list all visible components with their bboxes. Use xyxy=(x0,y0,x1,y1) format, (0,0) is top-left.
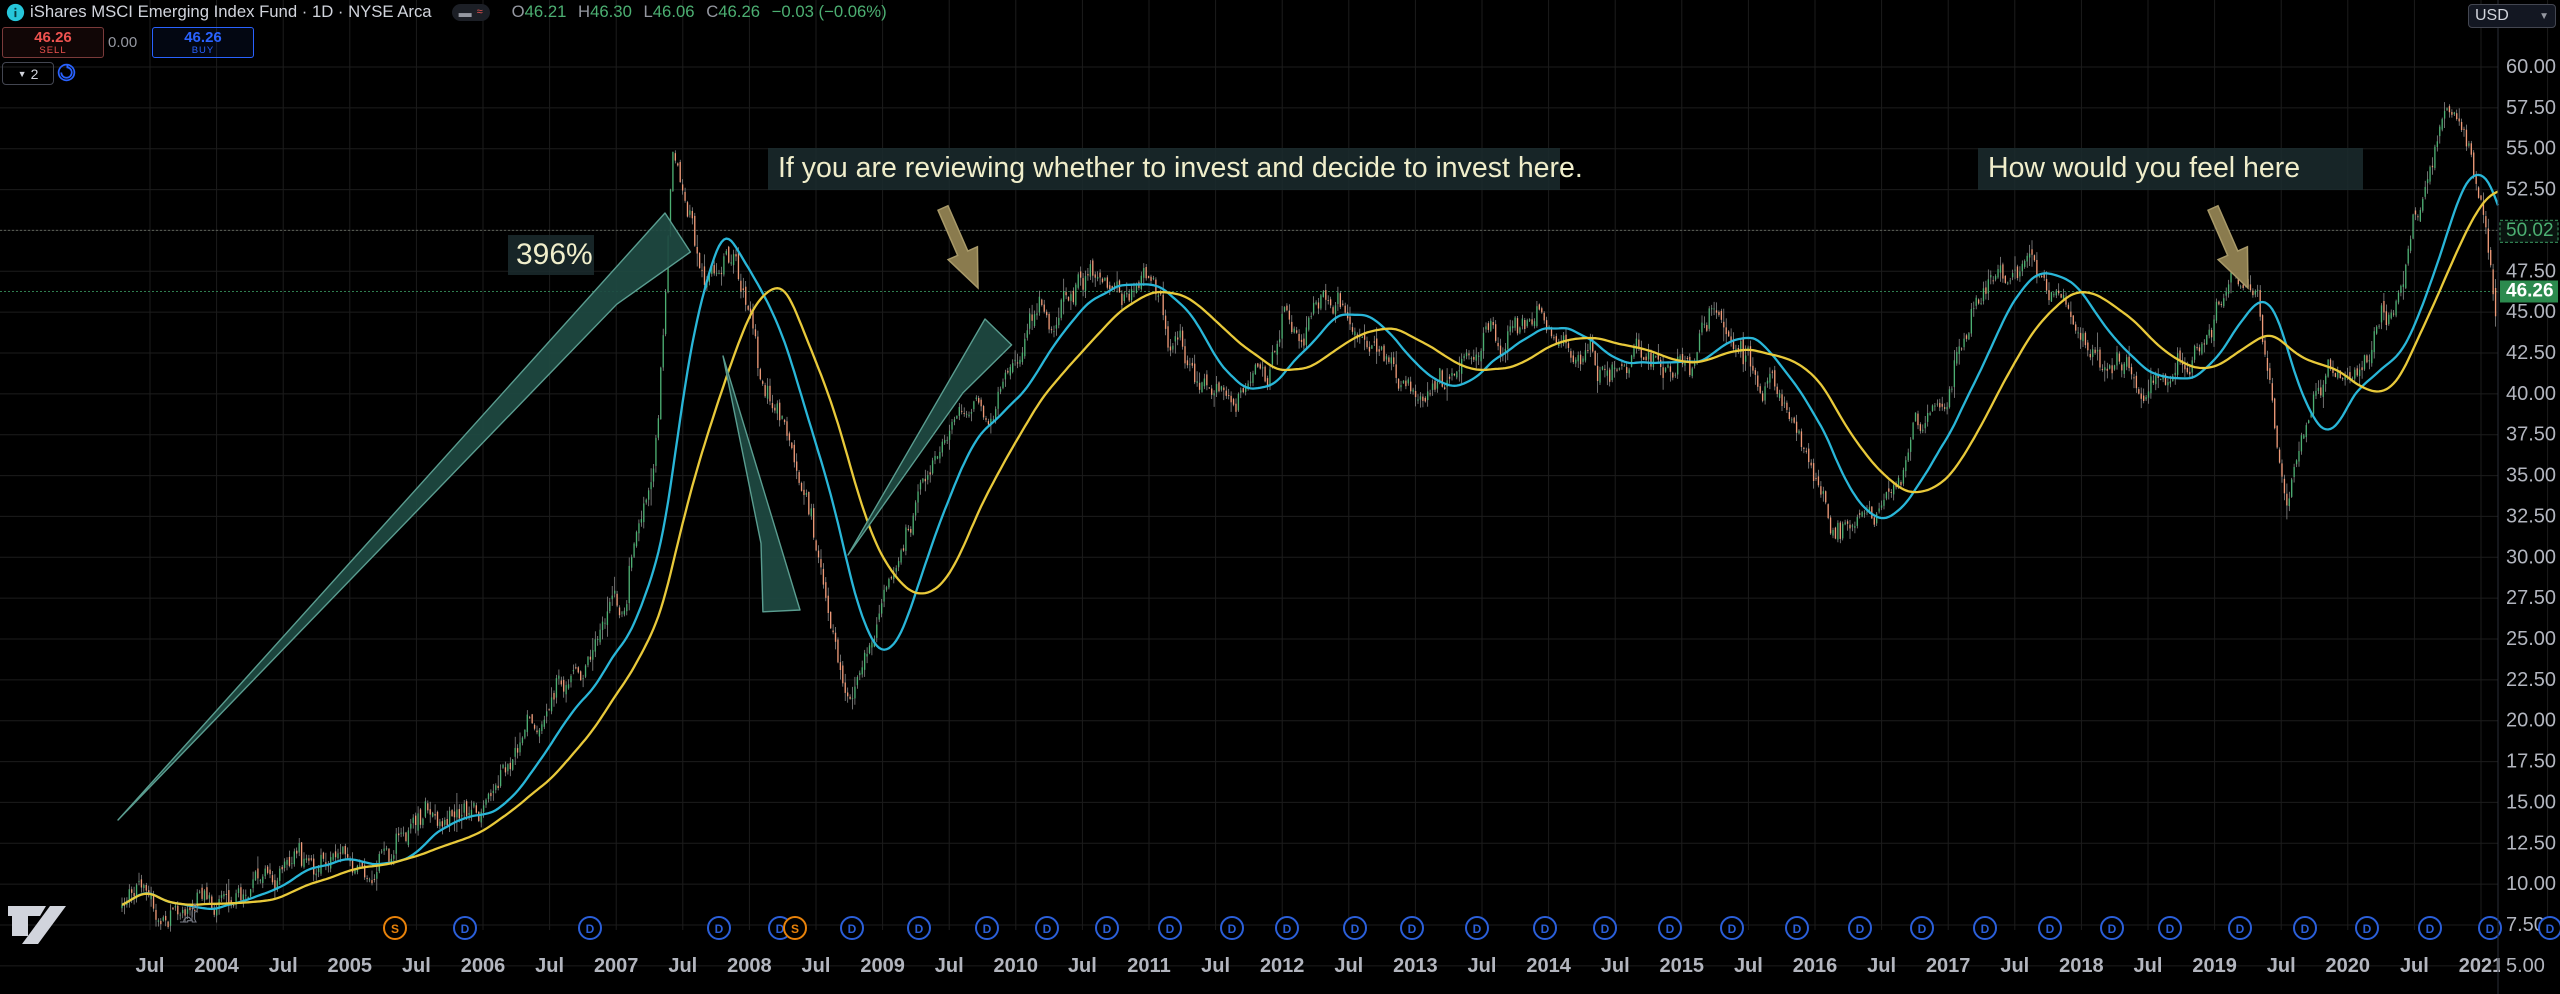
svg-text:27.50: 27.50 xyxy=(2506,587,2556,609)
svg-text:45.00: 45.00 xyxy=(2506,301,2556,323)
svg-text:D: D xyxy=(715,922,724,936)
svg-text:2005: 2005 xyxy=(328,955,373,977)
svg-text:D: D xyxy=(1856,922,1865,936)
svg-text:D: D xyxy=(1166,922,1175,936)
svg-text:12.50: 12.50 xyxy=(2506,832,2556,854)
svg-text:Jul: Jul xyxy=(402,955,431,977)
svg-text:D: D xyxy=(1793,922,1802,936)
svg-text:D: D xyxy=(1473,922,1482,936)
svg-text:Jul: Jul xyxy=(1468,955,1497,977)
svg-text:D: D xyxy=(983,922,992,936)
svg-text:57.50: 57.50 xyxy=(2506,97,2556,119)
svg-text:2015: 2015 xyxy=(1660,955,1705,977)
svg-text:Jul: Jul xyxy=(2400,955,2429,977)
svg-text:D: D xyxy=(915,922,924,936)
svg-text:22.50: 22.50 xyxy=(2506,669,2556,691)
svg-text:2021: 2021 xyxy=(2459,955,2504,977)
svg-text:40.00: 40.00 xyxy=(2506,383,2556,405)
svg-text:2020: 2020 xyxy=(2326,955,2371,977)
svg-text:37.50: 37.50 xyxy=(2506,424,2556,446)
svg-text:Jul: Jul xyxy=(2267,955,2296,977)
svg-text:Jul: Jul xyxy=(136,955,165,977)
svg-text:Jul: Jul xyxy=(535,955,564,977)
svg-text:30.00: 30.00 xyxy=(2506,546,2556,568)
svg-text:S: S xyxy=(391,922,399,936)
svg-text:2012: 2012 xyxy=(1260,955,1305,977)
svg-text:46.26: 46.26 xyxy=(2506,281,2554,302)
svg-text:S: S xyxy=(791,922,799,936)
svg-text:15.00: 15.00 xyxy=(2506,791,2556,813)
svg-text:2008: 2008 xyxy=(727,955,772,977)
svg-text:Jul: Jul xyxy=(1201,955,1230,977)
svg-text:17.50: 17.50 xyxy=(2506,751,2556,773)
svg-text:2019: 2019 xyxy=(2192,955,2237,977)
svg-text:2018: 2018 xyxy=(2059,955,2104,977)
svg-text:2013: 2013 xyxy=(1393,955,1438,977)
svg-text:Jul: Jul xyxy=(1867,955,1896,977)
svg-text:D: D xyxy=(1728,922,1737,936)
svg-text:D: D xyxy=(2486,922,2495,936)
svg-text:D: D xyxy=(1043,922,1052,936)
svg-text:Jul: Jul xyxy=(269,955,298,977)
svg-text:60.00: 60.00 xyxy=(2506,56,2556,78)
svg-text:10.00: 10.00 xyxy=(2506,873,2556,895)
svg-text:2006: 2006 xyxy=(461,955,506,977)
svg-text:D: D xyxy=(1408,922,1417,936)
svg-text:Jul: Jul xyxy=(1734,955,1763,977)
svg-text:D: D xyxy=(1283,922,1292,936)
svg-text:D: D xyxy=(1228,922,1237,936)
svg-text:D: D xyxy=(1981,922,1990,936)
svg-text:D: D xyxy=(2236,922,2245,936)
svg-text:20.00: 20.00 xyxy=(2506,710,2556,732)
svg-text:Jul: Jul xyxy=(802,955,831,977)
svg-text:D: D xyxy=(2546,922,2555,936)
svg-text:D: D xyxy=(848,922,857,936)
svg-text:2009: 2009 xyxy=(860,955,905,977)
svg-text:Jul: Jul xyxy=(668,955,697,977)
svg-text:32.50: 32.50 xyxy=(2506,505,2556,527)
svg-text:D: D xyxy=(1601,922,1610,936)
svg-text:2007: 2007 xyxy=(594,955,639,977)
svg-text:Jul: Jul xyxy=(2134,955,2163,977)
svg-text:D: D xyxy=(2426,922,2435,936)
svg-text:How would you feel here: How would you feel here xyxy=(1988,152,2300,184)
svg-text:2017: 2017 xyxy=(1926,955,1971,977)
svg-text:Jul: Jul xyxy=(1334,955,1363,977)
svg-text:Jul: Jul xyxy=(935,955,964,977)
svg-text:2010: 2010 xyxy=(994,955,1039,977)
svg-text:D: D xyxy=(586,922,595,936)
svg-text:2014: 2014 xyxy=(1526,955,1571,977)
svg-text:D: D xyxy=(2108,922,2117,936)
svg-text:2011: 2011 xyxy=(1127,955,1170,977)
svg-text:5.00: 5.00 xyxy=(2506,955,2545,977)
svg-text:Jul: Jul xyxy=(1068,955,1097,977)
svg-text:52.50: 52.50 xyxy=(2506,179,2556,201)
svg-text:396%: 396% xyxy=(516,238,593,271)
svg-text:D: D xyxy=(1103,922,1112,936)
svg-text:50.02: 50.02 xyxy=(2506,220,2554,241)
svg-text:D: D xyxy=(1918,922,1927,936)
svg-text:2016: 2016 xyxy=(1793,955,1838,977)
svg-text:42.50: 42.50 xyxy=(2506,342,2556,364)
svg-text:55.00: 55.00 xyxy=(2506,138,2556,160)
svg-text:35.00: 35.00 xyxy=(2506,465,2556,487)
svg-text:25.00: 25.00 xyxy=(2506,628,2556,650)
svg-text:D: D xyxy=(1666,922,1675,936)
svg-text:2004: 2004 xyxy=(194,955,239,977)
svg-text:D: D xyxy=(1541,922,1550,936)
svg-text:If you are reviewing whether t: If you are reviewing whether to invest a… xyxy=(778,152,1583,184)
svg-text:Jul: Jul xyxy=(1601,955,1630,977)
svg-text:D: D xyxy=(2301,922,2310,936)
svg-text:D: D xyxy=(2363,922,2372,936)
svg-text:D: D xyxy=(1351,922,1360,936)
svg-text:Jul: Jul xyxy=(2000,955,2029,977)
svg-text:D: D xyxy=(2046,922,2055,936)
svg-text:47.50: 47.50 xyxy=(2506,260,2556,282)
svg-text:D: D xyxy=(461,922,470,936)
svg-text:D: D xyxy=(2166,922,2175,936)
